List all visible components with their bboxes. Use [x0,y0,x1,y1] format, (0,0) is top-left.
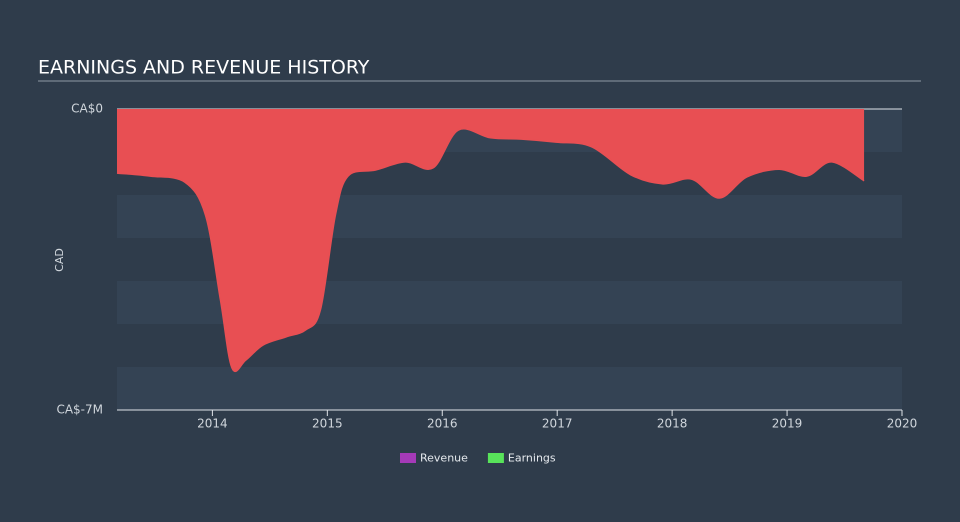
legend-swatch [487,453,504,463]
legend-swatch [400,453,416,463]
y-axis-label: CAD [53,248,66,272]
x-tick-label: 2017 [542,417,573,431]
x-tick-label: 2020 [887,417,918,431]
plot-band [117,367,902,410]
x-tick-label: 2016 [427,417,458,431]
x-tick-label: 2019 [772,417,803,431]
x-tick-label: 2018 [657,417,688,431]
legend-label: Revenue [420,452,468,465]
area-line [116,128,865,373]
x-tick-label: 2015 [312,417,343,431]
chart-title: EARNINGS AND REVENUE HISTORY [38,57,370,79]
y-tick-label: CA$0 [71,102,103,116]
x-tick-label: 2014 [197,417,228,431]
legend-label: Earnings [508,452,556,465]
area-fill [117,109,865,372]
y-tick-label: CA$-7M [56,403,103,417]
